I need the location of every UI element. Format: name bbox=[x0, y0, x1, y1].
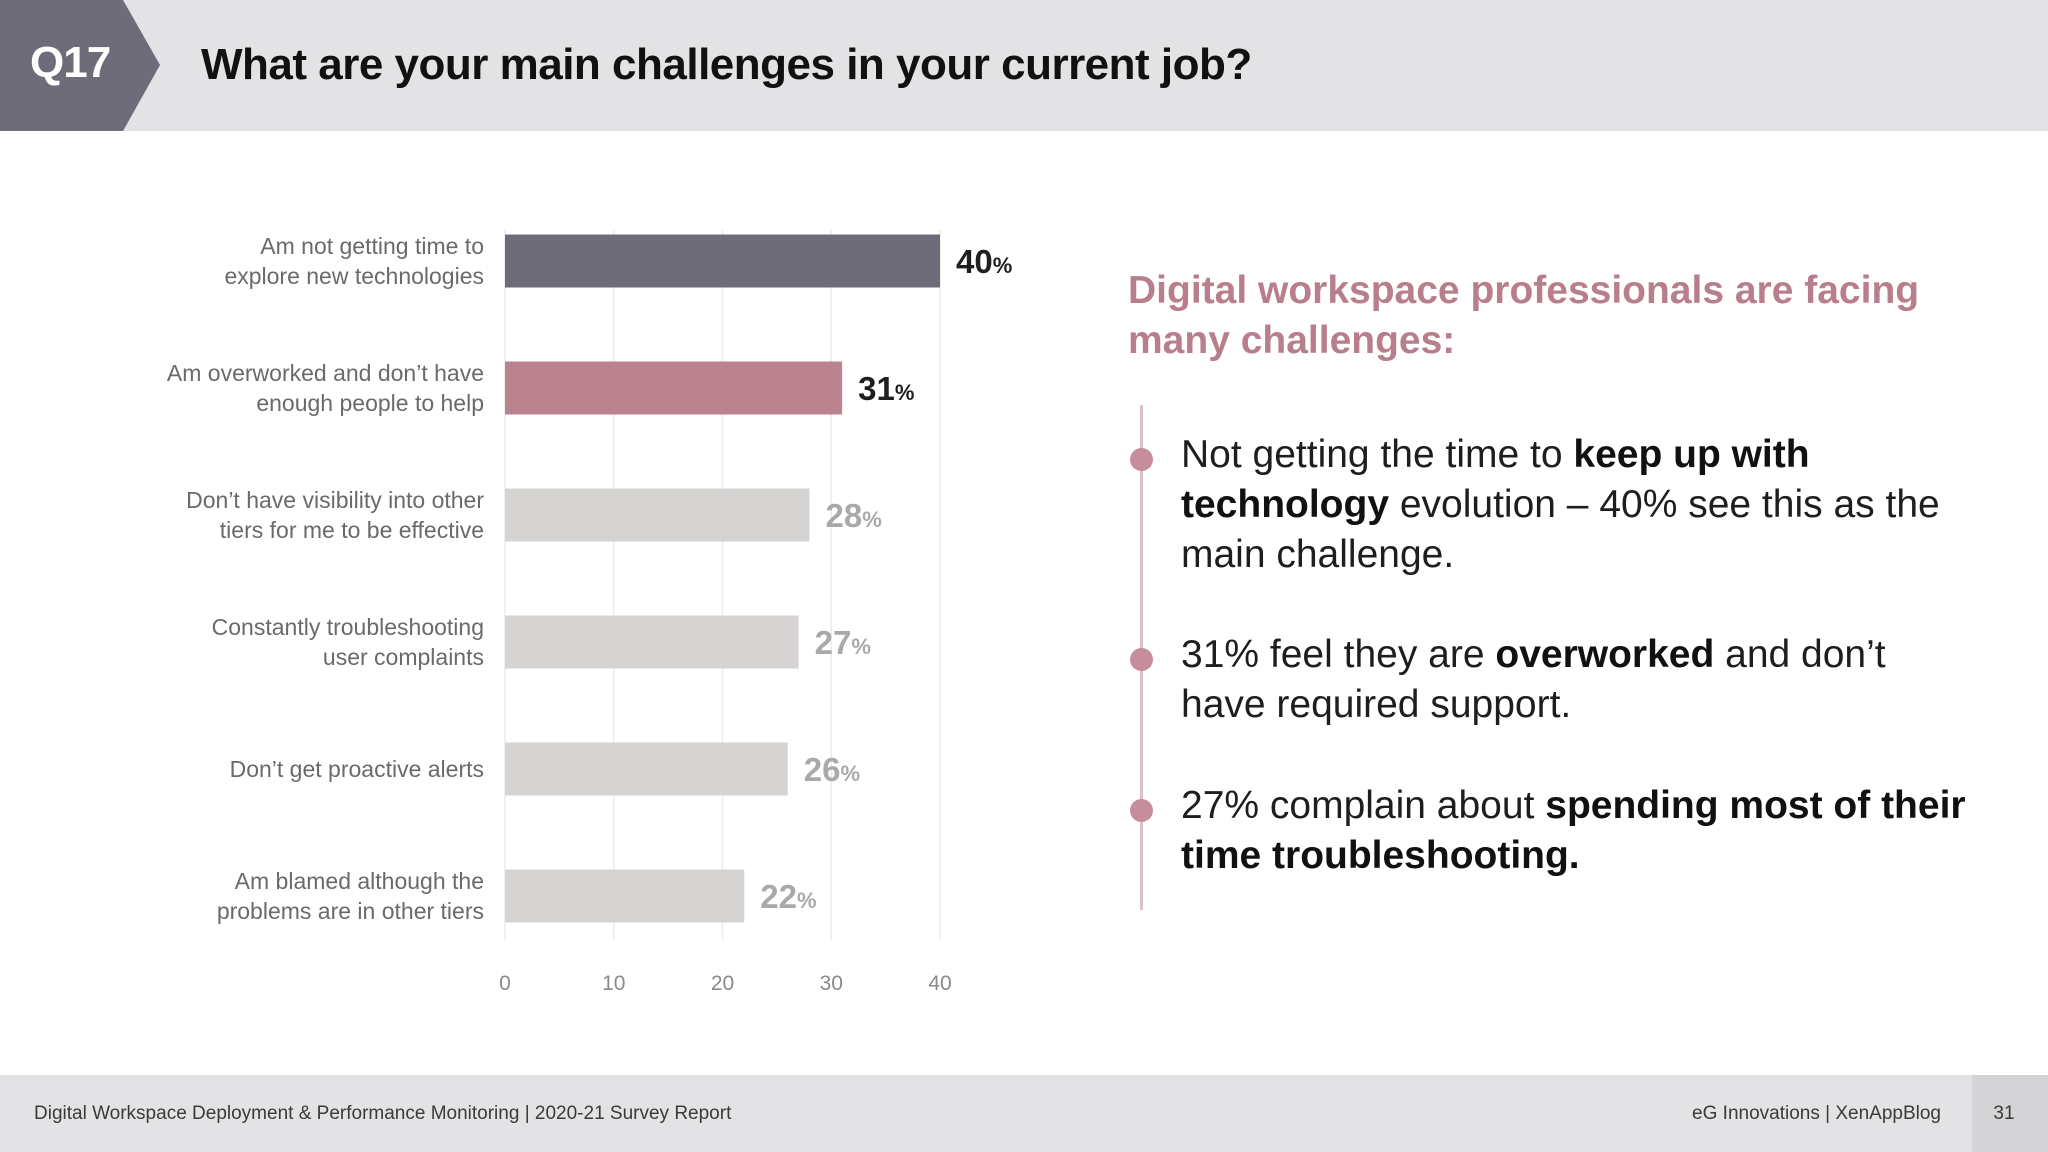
category-label: Am overworked and don’t have enough peopl… bbox=[167, 360, 484, 416]
category-label: Constantly troubleshooting user complaint… bbox=[212, 614, 484, 670]
x-tick-label: 40 bbox=[928, 972, 951, 995]
data-label: 22% bbox=[760, 878, 816, 915]
bar bbox=[505, 869, 745, 923]
insight-bullet-text: 31% feel they are overworked and don’t h… bbox=[1181, 633, 1886, 726]
insight-heading: Digital workspace professionals are faci… bbox=[1128, 269, 1920, 362]
data-label: 28% bbox=[826, 497, 882, 534]
x-tick-label: 20 bbox=[711, 972, 734, 995]
category-label: Don’t have visibility into other tiers fo… bbox=[186, 487, 484, 543]
bullet-dot bbox=[1130, 448, 1153, 471]
bullet-dot bbox=[1130, 648, 1153, 671]
footer-report-title: Digital Workspace Deployment & Performan… bbox=[34, 1103, 732, 1124]
bar bbox=[505, 234, 940, 288]
category-label: Don’t get proactive alerts bbox=[230, 756, 484, 782]
x-tick-label: 0 bbox=[499, 972, 511, 995]
page-title: What are your main challenges in your cu… bbox=[201, 40, 1252, 89]
category-label: Am not getting time to explore new techno… bbox=[224, 233, 484, 289]
footer-brands: eG Innovations | XenAppBlog bbox=[1692, 1103, 1941, 1124]
page-number-box: 31 bbox=[1972, 1075, 2048, 1152]
category-label: Am blamed although the problems are in ot… bbox=[217, 868, 484, 924]
bar bbox=[505, 488, 810, 542]
x-tick-label: 30 bbox=[820, 972, 843, 995]
header-bar: Q17 What are your main challenges in you… bbox=[0, 0, 2048, 131]
bar-chart: 0 10 20 30 40 Am not getting time to explore n… bbox=[167, 230, 1012, 995]
data-label: 31% bbox=[858, 370, 914, 407]
footer-bar: Digital Workspace Deployment & Performan… bbox=[0, 1075, 2048, 1152]
bar bbox=[505, 742, 788, 796]
bar bbox=[505, 361, 843, 415]
data-label: 26% bbox=[804, 751, 860, 788]
data-label: 27% bbox=[815, 624, 871, 661]
x-tick-label: 10 bbox=[602, 972, 625, 995]
insight-bullet-text: Not getting the time to keep up with tec… bbox=[1181, 433, 1940, 576]
bar bbox=[505, 615, 799, 669]
question-number: Q17 bbox=[30, 38, 111, 87]
bullet-dot bbox=[1130, 799, 1153, 822]
page-number: 31 bbox=[1993, 1103, 2015, 1124]
question-badge bbox=[0, 0, 160, 131]
data-label: 40% bbox=[956, 243, 1012, 280]
insight-bullet-text: 27% complain about spending most of thei… bbox=[1181, 784, 1966, 877]
